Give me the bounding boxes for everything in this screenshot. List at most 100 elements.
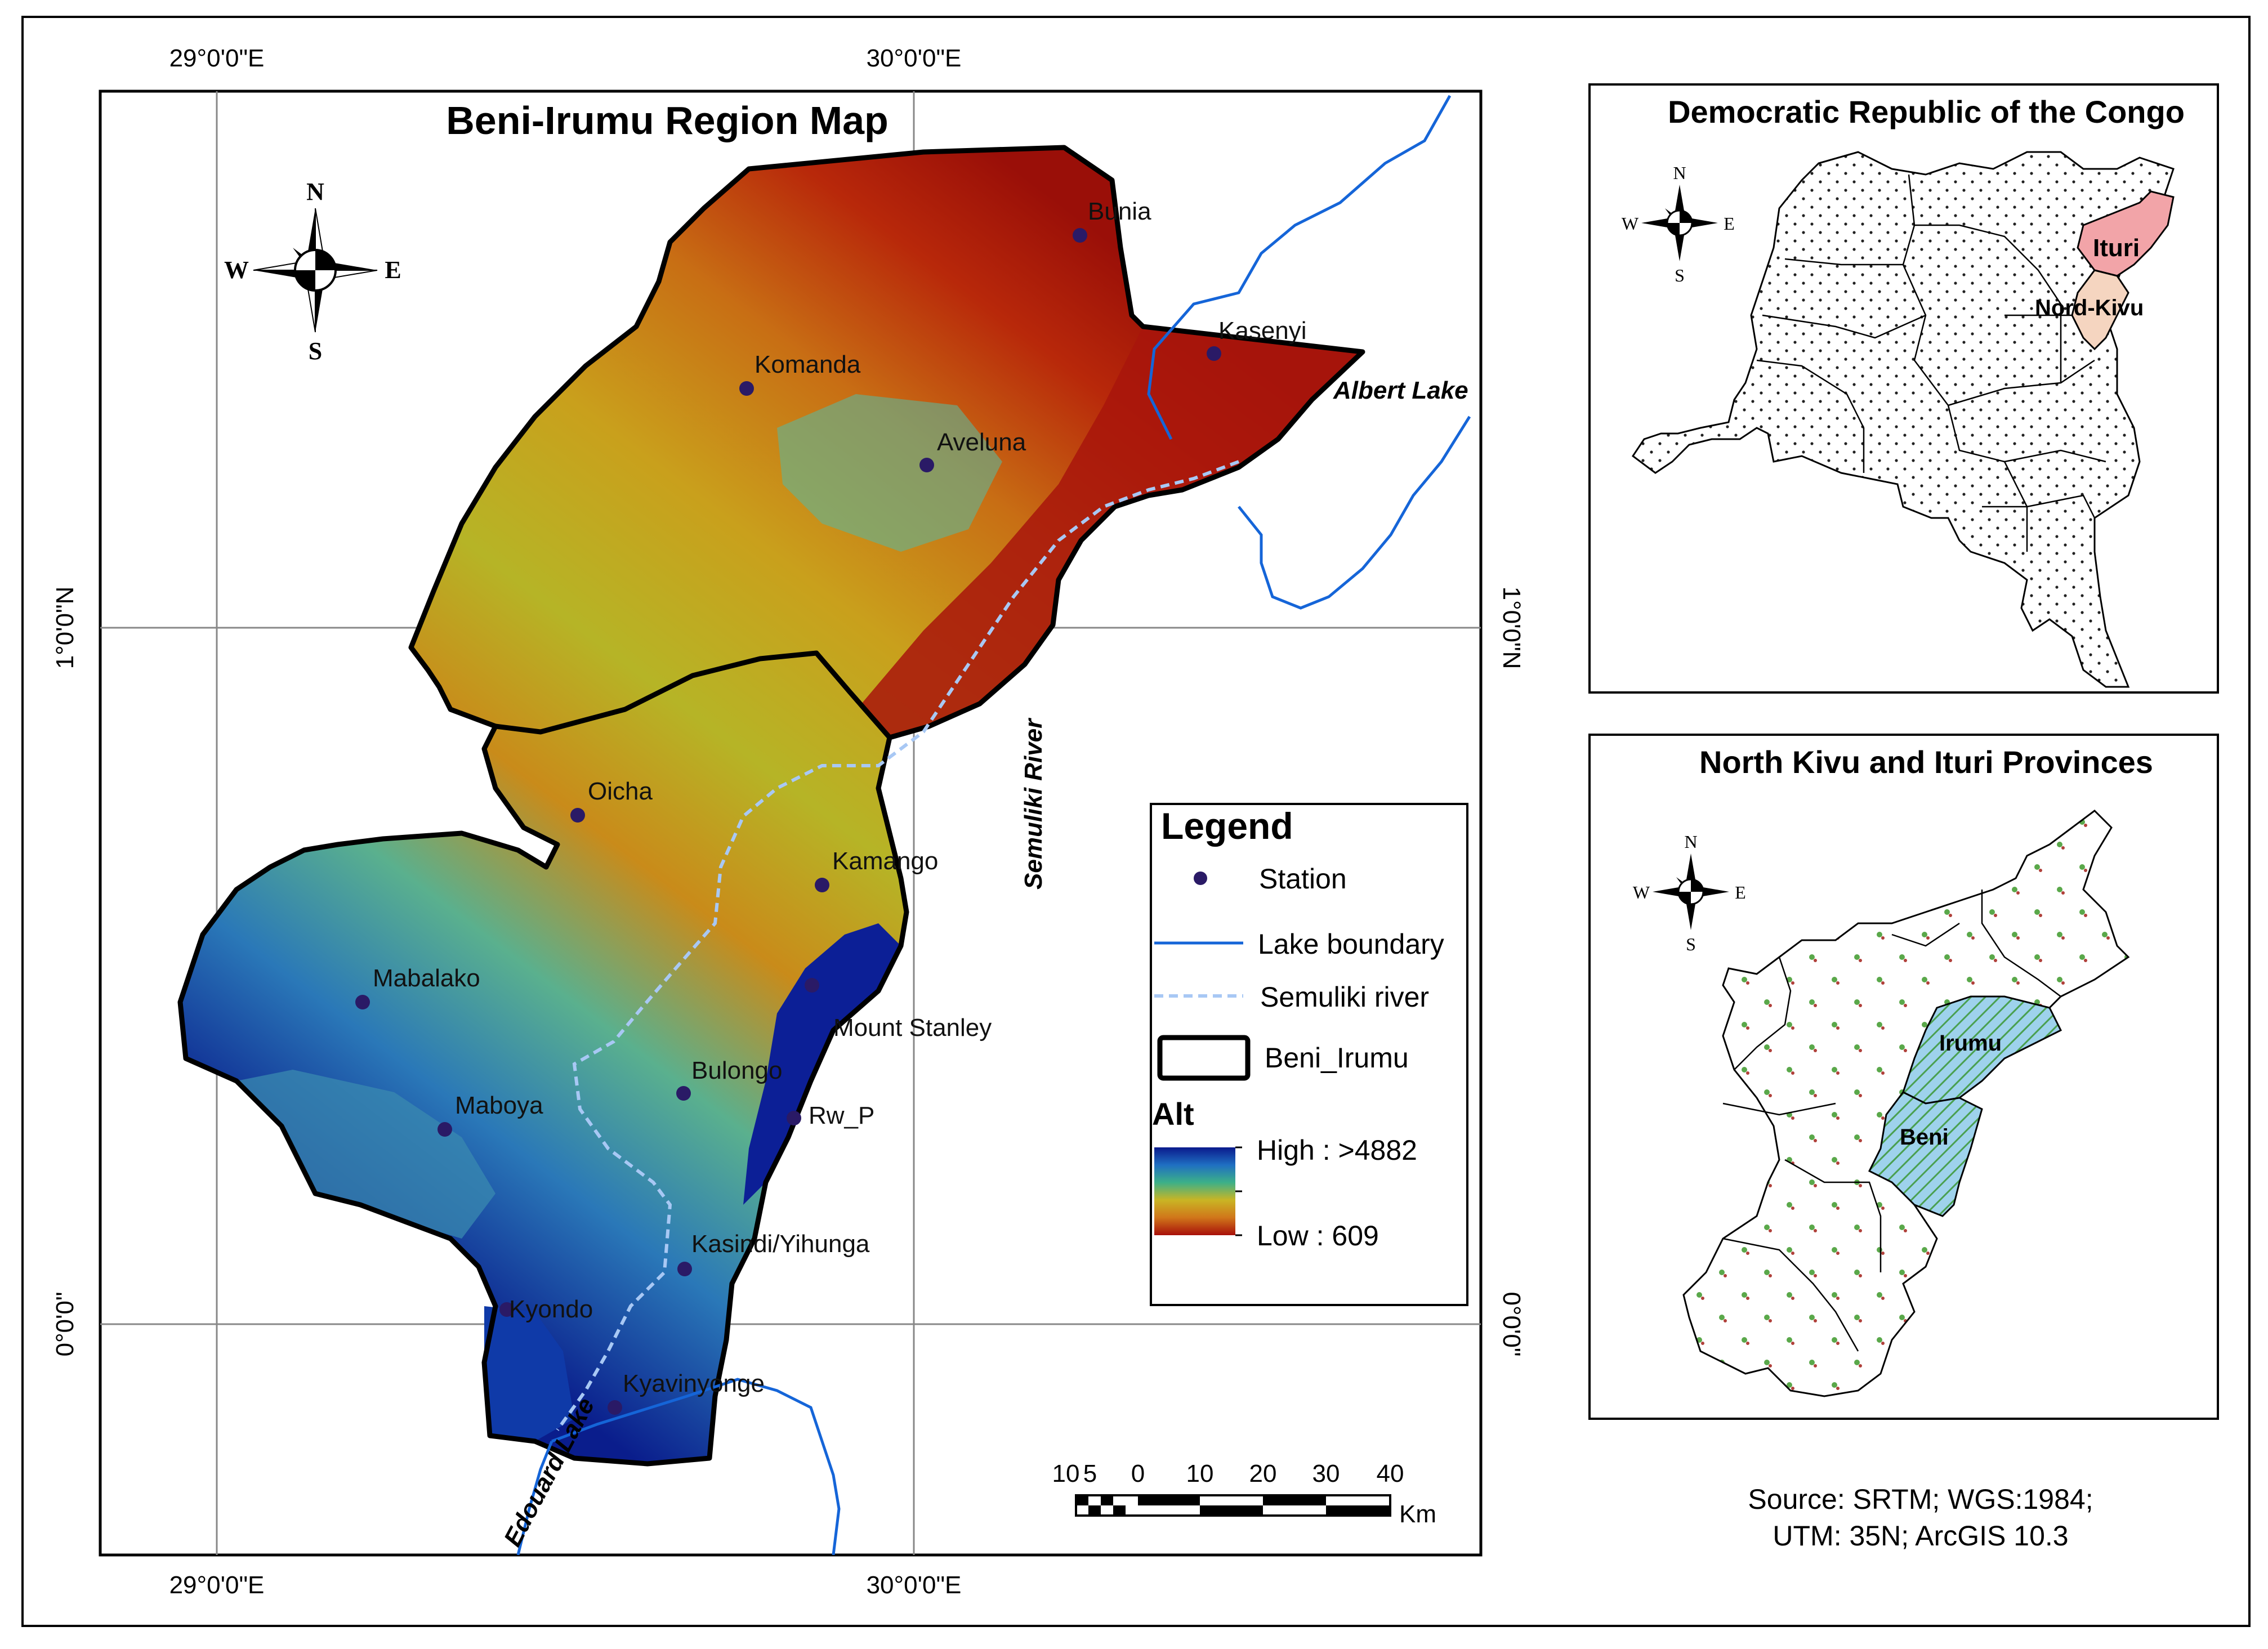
prov-compass-s: S [1686, 934, 1696, 954]
station-marker [739, 381, 754, 396]
grid-label-lat-0-right: 0°0'0" [1498, 1292, 1525, 1356]
compass-e-label: E [385, 256, 401, 284]
station-marker [570, 808, 585, 823]
irumu-territory [1902, 995, 2062, 1105]
compass-s-label: S [309, 337, 322, 365]
dem-kyondo-highland [484, 1306, 574, 1441]
grid-label-lat-1-right: 1°0'0"N [1498, 587, 1525, 669]
beni-territory [1868, 1091, 1983, 1217]
grid-label-lat-0-left: 0°0'0" [51, 1292, 79, 1356]
station-label: Kyavinyonge [623, 1370, 765, 1397]
station-marker [355, 995, 370, 1009]
scale-tick-label: 10 [1052, 1460, 1080, 1487]
compass-rose-icon: N S W E [224, 178, 401, 365]
territory-divider [495, 650, 892, 739]
station-label: Kyondo [509, 1295, 593, 1323]
legend-alt-ramp [1154, 1147, 1235, 1235]
legend-station-label: Station [1259, 863, 1347, 895]
inset-drc-title: Democratic Republic of the Congo [1668, 94, 2185, 129]
main-map-title: Beni-Irumu Region Map [446, 99, 889, 142]
station-label: Bulongo [691, 1057, 782, 1084]
grid-label-lon-30-bottom: 30°0'0"E [867, 1571, 962, 1599]
prov-compass-n: N [1684, 832, 1697, 852]
lake-boundary-edouard [551, 1378, 841, 1555]
beni-irumu-outline [177, 145, 1365, 1467]
drc-compass-n: N [1673, 163, 1686, 183]
legend-beni-irumu-label: Beni_Irumu [1265, 1042, 1409, 1074]
scale-tick-label: 40 [1377, 1460, 1404, 1487]
legend-alt-high: High : >4882 [1257, 1134, 1417, 1166]
station-layer: Bunia Kasenyi Komanda Aveluna Oicha Kamango Ma… [355, 198, 1307, 1415]
station-marker [815, 878, 829, 892]
inset-drc-panel: Democratic Republic of the Congo Ituri N… [1588, 83, 2219, 694]
grid-label-lon-29-bottom: 29°0'0"E [169, 1571, 265, 1599]
legend-alt-low: Low : 609 [1257, 1220, 1379, 1252]
albert-lake-label: Albert Lake [1333, 377, 1468, 404]
dem-maboya-highland [236, 1070, 495, 1239]
grid-label-lon-29-top: 29°0'0"E [169, 44, 265, 72]
dem-rwenzori-highland [743, 923, 901, 1205]
scale-tick-label: 10 [1186, 1460, 1214, 1487]
station-marker [1207, 346, 1221, 361]
source-line-1: Source: SRTM; WGS:1984; [1748, 1483, 2093, 1515]
station-label: Kasindi/Yihunga [691, 1230, 870, 1258]
legend-panel: Legend Station Lake boundary Semuliki ri… [1150, 803, 1468, 1306]
lake-boundary-edouard-west [516, 1441, 553, 1555]
provinces-compass-icon: N S W E [1633, 832, 1746, 954]
station-label: Kamango [832, 847, 938, 875]
drc-ituri-province [2077, 190, 2175, 277]
station-marker [677, 1262, 692, 1276]
dem-aveluna-highland [777, 394, 1002, 552]
drc-nord-kivu-province [2071, 269, 2129, 351]
legend-beni-irumu-symbol [1157, 1035, 1251, 1081]
drc-nord-kivu-label: Nord-Kivu [2035, 296, 2144, 320]
scale-tick-label: 5 [1083, 1460, 1097, 1487]
legend-alt-title: Alt [1152, 1096, 1194, 1132]
lake-boundary-albert-south [1238, 415, 1471, 610]
irumu-label: Irumu [1939, 1031, 2002, 1056]
source-line-2: UTM: 35N; ArcGIS 10.3 [1773, 1520, 2068, 1552]
drc-compass-w: W [1622, 213, 1639, 234]
inset-provinces-title: North Kivu and Ituri Provinces [1699, 744, 2153, 780]
station-label: Mount Stanley [833, 1014, 992, 1042]
grid-label-lon-30-top: 30°0'0"E [867, 44, 962, 72]
dem-lowland-zone [861, 327, 1363, 738]
station-label: Oicha [588, 777, 653, 805]
drc-internal-borders [1756, 174, 2106, 552]
legend-lake-label: Lake boundary [1258, 928, 1444, 960]
provinces-internal-borders [1722, 890, 2061, 1352]
scale-tick-label: 20 [1249, 1460, 1277, 1487]
drc-compass-icon: N S W E [1622, 163, 1735, 285]
legend-title: Legend [1161, 805, 1293, 847]
drc-ituri-label: Ituri [2093, 234, 2140, 262]
prov-compass-w: W [1633, 882, 1650, 902]
grid-label-lat-1-left: 1°0'0"N [51, 587, 79, 669]
compass-w-label: W [224, 256, 249, 284]
legend-station-symbol [1194, 872, 1207, 885]
compass-n-label: N [306, 178, 324, 205]
station-label: Rw_P [809, 1102, 874, 1129]
main-map-content [100, 91, 1481, 1555]
inset-provinces-panel: North Kivu and Ituri Provinces Irumu Ben… [1588, 734, 2219, 1420]
scale-bar: 10 5 0 10 20 30 40 Km [1052, 1460, 1436, 1528]
scale-unit: Km [1399, 1500, 1436, 1528]
station-marker [787, 1111, 801, 1125]
station-label: Bunia [1088, 198, 1151, 225]
station-label: Mabalako [373, 964, 480, 992]
drc-compass-e: E [1724, 213, 1735, 234]
prov-compass-e: E [1735, 882, 1746, 902]
scale-tick-label: 30 [1312, 1460, 1340, 1487]
station-label: Kasenyi [1218, 317, 1307, 345]
station-marker [1073, 228, 1087, 243]
station-marker [919, 458, 934, 472]
drc-compass-s: S [1675, 265, 1685, 285]
station-marker [499, 1302, 514, 1317]
station-label: Komanda [754, 351, 861, 378]
semuliki-river-label: Semuliki River [1020, 717, 1047, 890]
scale-tick-label: 0 [1131, 1460, 1145, 1487]
semuliki-river-line [556, 460, 1240, 1431]
legend-river-label: Semuliki river [1260, 981, 1429, 1013]
station-marker [437, 1122, 452, 1137]
